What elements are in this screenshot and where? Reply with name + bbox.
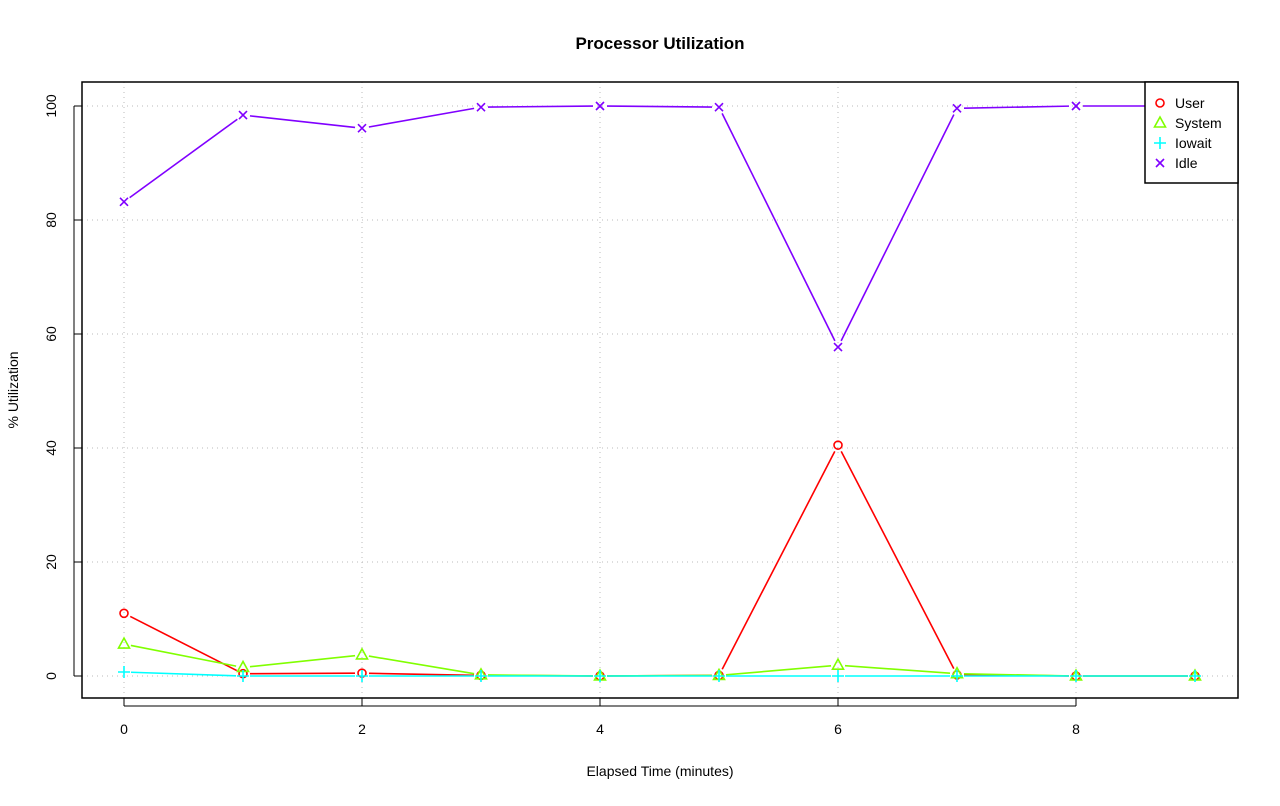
data-point bbox=[355, 647, 369, 660]
data-point bbox=[476, 102, 486, 112]
y-tick-label: 60 bbox=[43, 326, 59, 342]
series-segment bbox=[721, 113, 836, 342]
data-point bbox=[831, 657, 845, 670]
legend-idle-icon bbox=[1155, 158, 1165, 168]
y-tick-label: 80 bbox=[43, 212, 59, 228]
series-segment bbox=[130, 644, 237, 667]
data-point bbox=[237, 670, 249, 682]
data-point bbox=[951, 670, 963, 682]
x-tick-label: 4 bbox=[596, 721, 604, 737]
series-segment bbox=[487, 105, 594, 108]
data-point bbox=[118, 666, 130, 679]
data-point bbox=[119, 608, 129, 619]
series-segment bbox=[249, 654, 356, 668]
series-segment bbox=[368, 655, 475, 675]
series-user bbox=[119, 440, 1200, 681]
data-point bbox=[713, 670, 725, 682]
data-point bbox=[714, 102, 724, 112]
series-segment bbox=[129, 615, 238, 672]
plot-frame bbox=[81, 81, 1239, 699]
data-point bbox=[832, 670, 844, 682]
legend-label: User bbox=[1175, 95, 1205, 111]
series-segment bbox=[606, 105, 713, 108]
legend-iowait-icon bbox=[1154, 137, 1166, 149]
series-segment bbox=[963, 105, 1070, 109]
x-tick-label: 0 bbox=[120, 721, 128, 737]
series-iowait bbox=[118, 666, 1201, 682]
grid bbox=[82, 82, 1238, 698]
legend: User System Iowait Idle bbox=[1144, 81, 1239, 184]
legend-label: System bbox=[1175, 115, 1222, 131]
legend-user-icon bbox=[1155, 98, 1165, 108]
series-segment bbox=[725, 664, 832, 676]
series-segment bbox=[129, 118, 238, 199]
data-point bbox=[952, 103, 962, 113]
data-point bbox=[475, 670, 487, 682]
data-point bbox=[1070, 670, 1082, 682]
legend-system-icon bbox=[1153, 115, 1167, 128]
data-point bbox=[119, 197, 129, 207]
series-segment bbox=[721, 451, 836, 670]
y-tick-label: 40 bbox=[43, 440, 59, 456]
series-segment bbox=[840, 450, 955, 670]
data-point bbox=[833, 342, 843, 352]
data-point bbox=[356, 670, 368, 682]
data-point bbox=[238, 110, 248, 120]
data-point bbox=[594, 670, 606, 682]
series-segment bbox=[368, 107, 475, 128]
data-point bbox=[833, 440, 843, 450]
y-axis-label: % Utilization bbox=[5, 351, 21, 428]
chart-title: Processor Utilization bbox=[575, 34, 744, 53]
data-point bbox=[357, 123, 367, 133]
legend-label: Idle bbox=[1175, 155, 1198, 171]
series-segment bbox=[249, 115, 356, 129]
series-segment bbox=[368, 672, 475, 677]
legend-label: Iowait bbox=[1175, 135, 1212, 151]
y-tick-label: 20 bbox=[43, 554, 59, 570]
series-segment bbox=[844, 664, 951, 675]
y-tick-label: 100 bbox=[43, 94, 59, 118]
y-tick-label: 0 bbox=[43, 672, 59, 680]
data-point bbox=[595, 101, 605, 111]
series-idle bbox=[119, 101, 1200, 352]
data-point bbox=[1189, 670, 1201, 682]
x-axis-label: Elapsed Time (minutes) bbox=[586, 763, 733, 779]
data-point bbox=[117, 636, 131, 649]
x-tick-label: 8 bbox=[1072, 721, 1080, 737]
data-point bbox=[1071, 101, 1081, 111]
series-segment bbox=[840, 114, 955, 342]
series-segment bbox=[249, 672, 356, 675]
x-tick-label: 6 bbox=[834, 721, 842, 737]
series-group bbox=[117, 101, 1202, 682]
series-segment bbox=[130, 671, 237, 677]
x-tick-label: 2 bbox=[358, 721, 366, 737]
